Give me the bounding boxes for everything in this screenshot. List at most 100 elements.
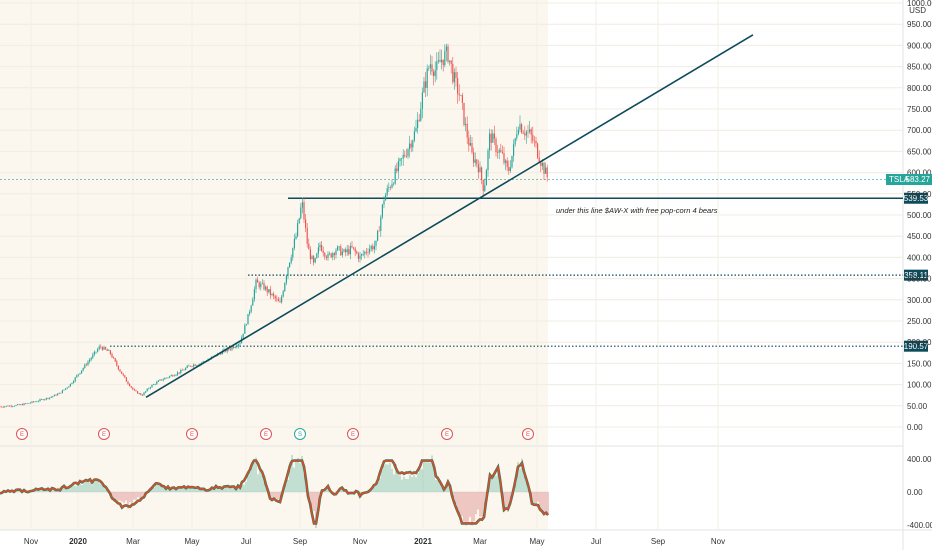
candle-body [186,365,188,368]
candle-body [399,158,401,162]
candle-body [66,387,68,389]
candle-body [156,381,158,385]
candle-body [65,388,67,390]
price-tick-label: 150.00 [907,359,932,368]
candle-body [305,219,307,228]
candle-body [380,217,382,231]
candle-body [327,253,329,259]
candle-body [244,325,246,334]
candle-body [132,387,134,390]
time-tick-label: Nov [24,537,38,546]
earnings-marker-label: E [190,432,194,438]
candle-body [234,346,236,348]
candle-body [263,282,265,290]
candle-body [18,404,20,405]
candle-body [45,397,47,400]
candle-body [170,375,172,377]
candle-body [317,247,319,254]
candle-body [345,249,347,253]
candle-body [173,375,175,377]
candle-body [529,129,531,132]
candle-body [343,249,345,252]
candle-body [63,389,65,391]
candle-body [202,361,204,363]
candle-body [178,372,180,374]
candle-body [391,184,393,188]
time-tick-label: Nov [711,537,725,546]
candle-body [180,369,182,374]
candle-body [338,246,340,248]
price-tick-label: 800.00 [907,84,932,93]
price-tick-label: 850.00 [907,63,932,72]
candle-body [141,394,143,396]
price-tick-label: 50.00 [907,402,928,411]
candle-body [409,143,411,150]
candle-body [537,143,539,158]
candle-body [341,251,343,256]
candle-body [397,161,399,172]
candle-body [162,379,164,381]
candle-body [413,131,415,141]
candle-body [300,207,302,219]
candle-body [125,377,127,382]
candle-body [60,392,62,394]
candle-body [79,373,81,375]
candle-body [73,381,75,383]
candle-body [546,167,548,178]
candle-body [311,256,313,260]
candle-body [117,365,119,370]
candle-body [245,324,247,326]
candle-body [485,170,487,186]
candle-body [61,390,63,394]
candle-body [333,253,335,255]
price-tick-label: 550.00 [907,190,932,199]
candle-body [103,347,105,350]
candle-body [530,129,532,135]
trendline-layer[interactable] [145,34,754,399]
candle-body [50,396,52,398]
candle-body [402,154,404,159]
oscillator-tick-label: 0.00 [907,488,923,497]
candle-body [453,72,455,83]
candle-body [87,361,89,365]
earnings-marker-label: E [445,432,449,438]
candle-body [468,137,470,146]
candle-body [261,282,263,284]
candle-body [354,248,356,252]
price-axis: 1000.00 950.00 900.00 850.00 800.00 750.00 700… [907,0,932,432]
candle-body [308,243,310,250]
candle-body [449,60,451,62]
candle-body [405,155,407,157]
candle-body [487,150,489,171]
trendline[interactable] [145,34,754,399]
candle-body [298,218,300,224]
candle-body [396,168,398,172]
candle-body [329,253,331,255]
candle-body [426,68,428,88]
candle-body [335,250,337,255]
level-tag [904,340,928,352]
earnings-marker [260,428,272,440]
candle-body [492,133,494,143]
candle-body [169,376,171,378]
candle-body [541,162,543,166]
time-tick-label: May [529,537,544,546]
candle-body [89,359,91,362]
candle-body [41,399,43,400]
candle-body [135,390,137,392]
candle-body [319,244,321,248]
annotation-text: under this line $AW-X with free pop-corn… [556,206,718,215]
candle-body [434,70,436,77]
candle-body [303,202,305,220]
candle-body [113,357,115,359]
candle-body [44,399,46,401]
price-tick-label: 700.00 [907,126,932,135]
candle-body [490,133,492,143]
candle-body [29,402,31,404]
time-axis: Nov 2020 Mar May Jul Sep Nov 2021 Mar May Jul Sep No… [24,537,725,546]
candle-body [505,160,507,163]
candle-body [473,152,475,163]
candle-body [543,162,545,174]
candle-body [129,383,131,387]
